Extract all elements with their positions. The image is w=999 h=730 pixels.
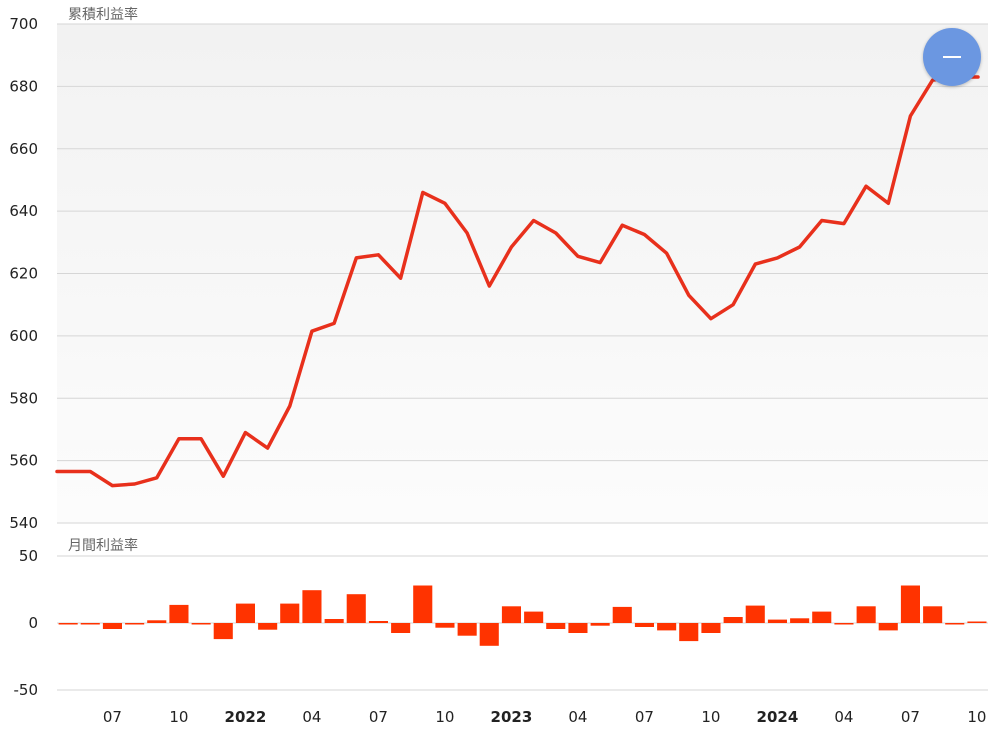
collapse-button[interactable]: [923, 28, 981, 86]
monthly-return-bar: [280, 603, 300, 623]
monthly-return-bar: [125, 623, 145, 625]
monthly-return-bar: [679, 623, 699, 642]
monthly-return-bar: [479, 623, 499, 646]
cumulative-return-line: [55, 75, 980, 488]
x-tick-label: 04: [302, 708, 321, 726]
line-y-tick-label: 640: [9, 202, 38, 220]
monthly-return-bar: [191, 623, 211, 625]
x-tick-label: 04: [834, 708, 853, 726]
monthly-return-bar: [235, 603, 255, 623]
bar-chart-title: 月間利益率: [68, 537, 138, 554]
bar-y-tick-label: 0: [28, 614, 38, 632]
monthly-return-bar: [147, 620, 167, 623]
x-tick-label: 2023: [491, 708, 533, 726]
monthly-return-bar: [723, 617, 743, 623]
x-tick-label: 10: [435, 708, 454, 726]
line-y-tick-label: 560: [9, 452, 38, 470]
monthly-return-bar: [745, 605, 765, 623]
monthly-return-bar: [900, 585, 920, 623]
x-tick-label: 07: [901, 708, 920, 726]
monthly-return-bar: [435, 623, 455, 628]
line-y-tick-label: 540: [9, 514, 38, 532]
monthly-return-bar: [634, 623, 654, 627]
line-y-tick-label: 580: [9, 389, 38, 407]
monthly-return-bar: [346, 594, 366, 623]
monthly-return-bar: [391, 623, 411, 633]
x-tick-label: 07: [369, 708, 388, 726]
monthly-return-bar: [590, 623, 610, 626]
monthly-return-bar: [413, 585, 433, 623]
monthly-return-bar: [701, 623, 721, 633]
monthly-return-bar: [524, 611, 544, 623]
x-tick-label: 07: [103, 708, 122, 726]
monthly-return-bar: [58, 623, 78, 625]
bar-y-tick-label: -50: [14, 681, 39, 699]
line-y-tick-label: 600: [9, 327, 38, 345]
monthly-return-bar: [790, 618, 810, 623]
x-tick-label: 10: [169, 708, 188, 726]
monthly-return-bar: [501, 606, 521, 624]
line-chart-title: 累積利益率: [68, 6, 138, 23]
line-y-tick-label: 680: [9, 77, 38, 95]
monthly-return-bar: [169, 604, 189, 623]
monthly-return-bar: [878, 623, 898, 631]
monthly-return-bar: [612, 606, 632, 623]
monthly-return-bar: [258, 623, 278, 630]
monthly-return-bar: [767, 619, 787, 623]
x-tick-label: 10: [701, 708, 720, 726]
line-y-tick-label: 620: [9, 265, 38, 283]
x-tick-label: 2024: [757, 708, 799, 726]
monthly-return-bar: [834, 623, 854, 625]
monthly-return-bar: [812, 611, 832, 623]
monthly-return-bar: [457, 623, 477, 636]
monthly-return-bar: [102, 623, 122, 629]
x-tick-label: 04: [568, 708, 587, 726]
monthly-return-bar: [324, 619, 344, 623]
line-y-tick-label: 700: [9, 15, 38, 33]
monthly-return-bar: [856, 606, 876, 624]
monthly-return-bar: [80, 623, 100, 625]
x-tick-label: 07: [635, 708, 654, 726]
x-tick-label: 10: [967, 708, 986, 726]
monthly-return-bar: [923, 606, 943, 624]
monthly-return-bar: [967, 621, 987, 623]
monthly-return-bar: [657, 623, 677, 631]
line-y-tick-label: 660: [9, 140, 38, 158]
x-tick-label: 2022: [225, 708, 267, 726]
monthly-return-bar: [546, 623, 566, 629]
minus-icon: [943, 56, 961, 58]
monthly-return-bar: [568, 623, 588, 633]
monthly-return-bar: [213, 623, 233, 640]
monthly-return-bar: [368, 621, 388, 623]
monthly-return-bar: [302, 590, 322, 623]
bar-y-tick-label: 50: [19, 547, 38, 565]
monthly-return-bar: [945, 623, 965, 625]
